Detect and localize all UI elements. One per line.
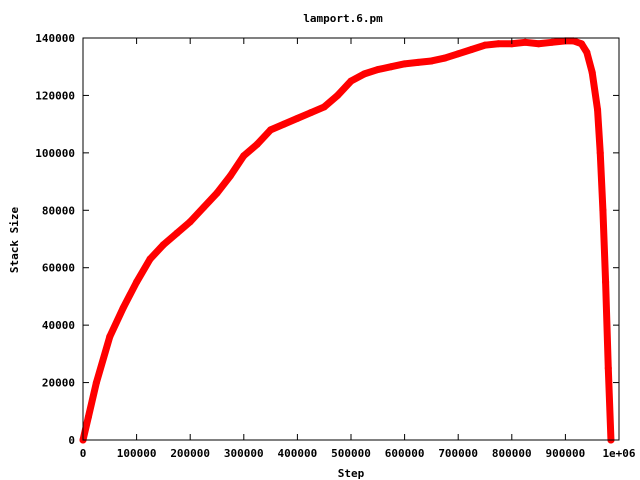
series-point xyxy=(387,63,395,71)
series-point xyxy=(441,54,449,62)
series-point xyxy=(133,278,141,286)
series-point xyxy=(92,379,100,387)
series-point xyxy=(119,304,127,312)
series-point xyxy=(293,114,301,122)
y-tick-label: 40000 xyxy=(42,319,75,332)
series-point xyxy=(602,278,610,286)
series-point xyxy=(414,58,422,66)
series-point xyxy=(226,172,234,180)
series-point xyxy=(596,149,604,157)
series-point xyxy=(146,255,154,263)
series-point xyxy=(569,37,577,45)
plot-frame xyxy=(82,37,620,441)
series-point xyxy=(267,126,275,134)
x-tick-label: 800000 xyxy=(492,447,532,460)
series-point xyxy=(577,40,585,48)
y-tick-label: 0 xyxy=(68,434,75,447)
series-point xyxy=(240,152,248,160)
series-point xyxy=(106,333,114,341)
series-point xyxy=(583,48,591,56)
series-point xyxy=(280,120,288,128)
x-axis-ticks: 0 100000 200000 300000 400000 500000 600000 700… xyxy=(80,38,636,460)
series-point xyxy=(468,45,476,53)
series-point xyxy=(159,241,167,249)
y-tick-label: 120000 xyxy=(35,89,75,102)
series-line xyxy=(79,37,615,444)
series-point xyxy=(200,203,208,211)
x-tick-label: 1e+06 xyxy=(602,447,635,460)
series-point xyxy=(494,40,502,48)
series-point xyxy=(604,364,612,372)
series-point xyxy=(535,40,543,48)
y-tick-label: 100000 xyxy=(35,147,75,160)
y-tick-label: 20000 xyxy=(42,377,75,390)
x-tick-label: 600000 xyxy=(385,447,425,460)
series-point xyxy=(253,140,261,148)
y-tick-label: 80000 xyxy=(42,204,75,217)
series-point xyxy=(360,70,368,78)
series-point xyxy=(186,218,194,226)
x-tick-label: 400000 xyxy=(278,447,318,460)
series-point xyxy=(84,413,92,421)
x-tick-label: 500000 xyxy=(331,447,371,460)
series-point xyxy=(307,109,315,117)
series-point xyxy=(594,106,602,114)
y-axis-ticks: 0 20000 40000 60000 80000 100000 120000 140000 xyxy=(35,32,619,447)
series-point xyxy=(427,57,435,65)
series-point xyxy=(347,77,355,85)
y-axis-title: Stack Size xyxy=(8,207,21,274)
x-tick-label: 200000 xyxy=(170,447,210,460)
x-tick-label: 100000 xyxy=(117,447,157,460)
series-point xyxy=(401,60,409,68)
series-point xyxy=(334,91,342,99)
y-tick-label: 140000 xyxy=(35,32,75,45)
x-tick-label: 700000 xyxy=(438,447,478,460)
x-tick-label: 300000 xyxy=(224,447,264,460)
series-point xyxy=(548,38,556,46)
series-point xyxy=(173,229,181,237)
series-point xyxy=(481,41,489,49)
series-point xyxy=(521,38,529,46)
x-tick-label: 900000 xyxy=(546,447,586,460)
x-axis-title: Step xyxy=(338,467,365,480)
x-tick-label: 0 xyxy=(80,447,87,460)
chart-title: lamport.6.pm xyxy=(303,12,383,25)
series-point xyxy=(599,206,607,214)
series-point xyxy=(213,189,221,197)
series-point xyxy=(588,68,596,76)
y-tick-label: 60000 xyxy=(42,262,75,275)
series-point xyxy=(454,50,462,58)
series-point xyxy=(320,103,328,111)
series-point xyxy=(374,66,382,74)
plot-area xyxy=(79,37,615,444)
